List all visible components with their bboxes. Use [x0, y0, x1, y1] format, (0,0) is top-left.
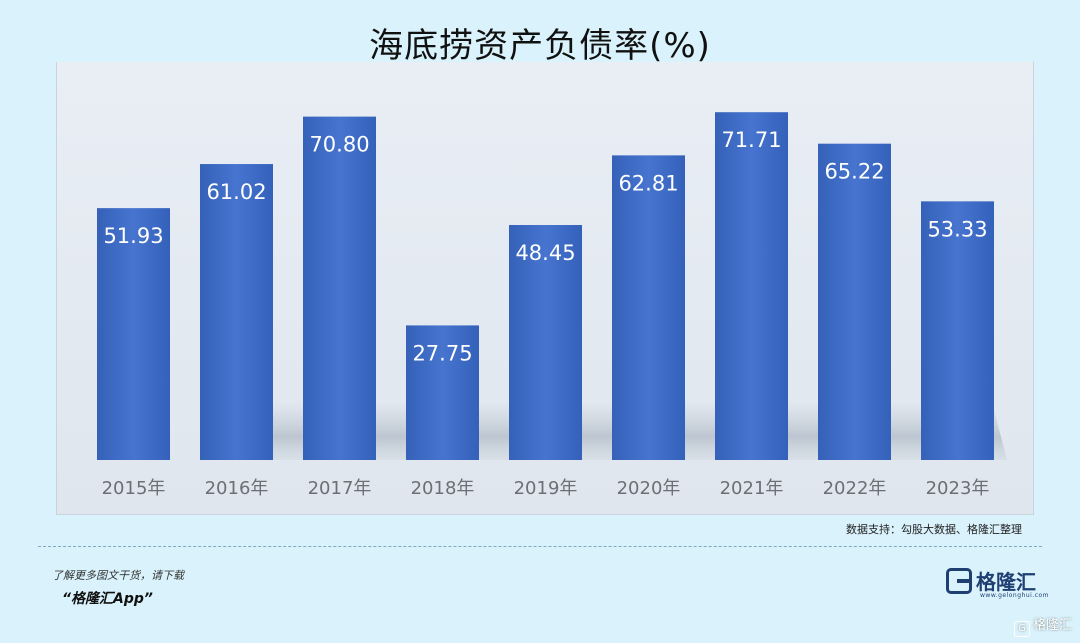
bar-2019年	[509, 225, 582, 460]
brand-url: www.gelonghui.com	[980, 592, 1050, 599]
chart-title: 海底捞资产负债率(%)	[369, 26, 711, 66]
data-label: 62.81	[618, 171, 678, 195]
data-label: 61.02	[206, 180, 266, 204]
x-tick-label: 2017年	[308, 478, 372, 499]
bar-2021年	[715, 112, 788, 461]
gelonghui-logo-icon	[946, 568, 972, 594]
x-tick-label: 2022年	[823, 478, 887, 499]
g-logo-icon: G	[1013, 621, 1030, 637]
x-tick-label: 2015年	[102, 478, 166, 499]
x-tick-label: 2018年	[411, 478, 475, 499]
data-label: 71.71	[721, 128, 781, 152]
bar-2018年	[406, 325, 479, 460]
corner-watermark: G 格隆汇	[1013, 614, 1072, 637]
bar-chart: 51.93 61.02 70.80 27.75 48.45 62.81 71.71 65.22…	[97, 112, 1007, 499]
bar-2020年	[612, 155, 685, 460]
chart-area: 51.93 61.02 70.80 27.75 48.45 62.81 71.71 65.22…	[56, 62, 1034, 515]
brand-name: 格隆汇	[976, 570, 1036, 594]
x-tick-label: 2021年	[720, 478, 784, 499]
x-tick-label: 2023年	[926, 478, 990, 499]
bar-2016年	[200, 164, 273, 460]
x-tick-label: 2020年	[617, 478, 681, 499]
gelonghui-logo: 格隆汇 www.gelonghui.com	[946, 566, 1050, 600]
bar-2022年	[818, 143, 891, 461]
data-label: 53.33	[927, 217, 987, 241]
source-note: 数据支持：勾股大数据、格隆汇整理	[846, 523, 1022, 536]
promo-app-name: “格隆汇App”	[62, 591, 153, 607]
data-label: 27.75	[412, 341, 472, 365]
x-tick-label: 2019年	[514, 478, 578, 499]
x-tick-label: 2016年	[205, 478, 269, 499]
data-label: 70.80	[309, 133, 369, 157]
bar-2023年	[921, 201, 994, 461]
corner-watermark-text: 格隆汇	[1032, 618, 1072, 633]
data-label: 48.45	[515, 241, 575, 265]
data-label: 51.93	[103, 224, 163, 248]
divider	[38, 546, 1042, 547]
bar-2015年	[97, 208, 170, 460]
data-label: 65.22	[824, 160, 884, 184]
bar-2017年	[303, 116, 376, 460]
promo-text: 了解更多图文干货，请下载	[52, 569, 184, 582]
